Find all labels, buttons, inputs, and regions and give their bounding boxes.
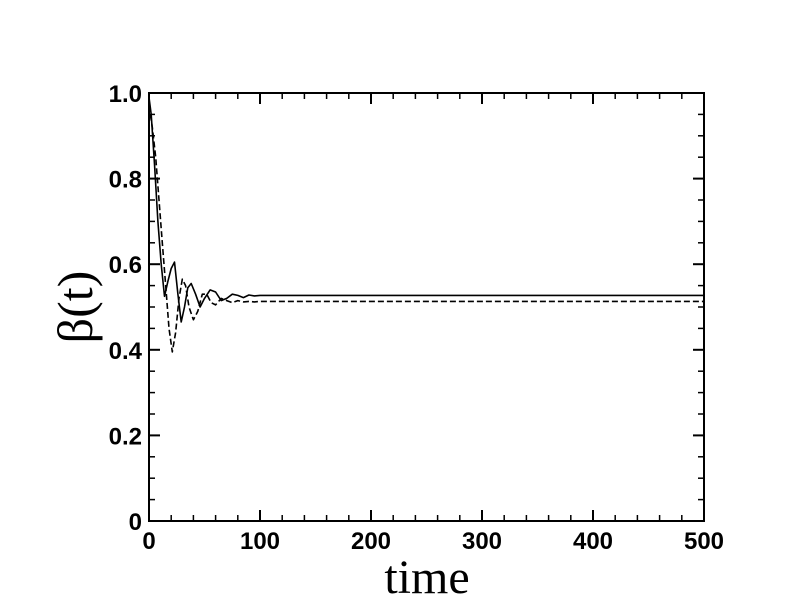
y-tick-label: 0.6 bbox=[109, 252, 142, 279]
x-tick-label: 400 bbox=[573, 528, 613, 555]
y-tick-label: 0 bbox=[129, 509, 142, 536]
y-tick-label: 0.4 bbox=[109, 338, 143, 365]
x-tick-label: 300 bbox=[462, 528, 502, 555]
series-line-dashed bbox=[148, 105, 704, 353]
series-line-solid bbox=[148, 97, 704, 323]
x-tick-label: 0 bbox=[142, 528, 155, 555]
plot-frame bbox=[148, 92, 705, 522]
y-tick-labels: 0 0.2 0.4 0.6 0.8 1.0 bbox=[109, 81, 143, 536]
y-tick-label: 1.0 bbox=[109, 81, 142, 108]
y-tick-label: 0.8 bbox=[109, 167, 142, 194]
x-tick-labels: 0 100 200 300 400 500 bbox=[142, 528, 724, 555]
y-tick-label: 0.2 bbox=[109, 423, 142, 450]
x-tick-label: 200 bbox=[351, 528, 391, 555]
series-layer bbox=[148, 97, 704, 353]
x-axis-title: time bbox=[384, 551, 469, 604]
x-tick-label: 100 bbox=[240, 528, 280, 555]
x-tick-label: 500 bbox=[684, 528, 724, 555]
y-axis-title: β(t) bbox=[47, 271, 103, 344]
